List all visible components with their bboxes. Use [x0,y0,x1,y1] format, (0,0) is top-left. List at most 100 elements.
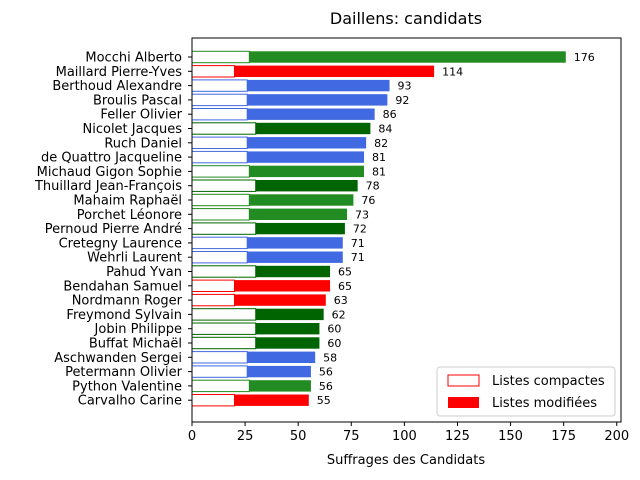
bar-compactes-feller-olivier [191,108,248,121]
category-label-freymond-sylvain: Freymond Sylvain [66,308,182,323]
category-label-jobin-philippe: Jobin Philippe [94,322,182,337]
bar-modifiees-cretegny-laurence [247,237,343,249]
bar-modifiees-nordmann-roger [234,294,326,306]
category-label-cretegny-laurence: Cretegny Laurence [59,236,182,251]
legend-swatch-modifiees [448,397,479,408]
category-label-nicolet-jacques: Nicolet Jacques [83,122,183,137]
x-tick-label-200: 200 [604,429,629,444]
bar-compactes-pahud-yvan [191,265,257,278]
value-label-petermann-olivier: 56 [319,366,333,379]
x-tick-label-175: 175 [551,429,576,444]
bar-compactes-mocchi-alberto [191,50,250,64]
value-labels: 1761149392868482818178767372717165656362… [317,51,595,407]
category-label-mahaim-raphael: Mahaim Raphaël [73,194,182,209]
value-label-wehrli-laurent: 71 [351,251,365,264]
value-label-porchet-leonore: 73 [355,208,369,221]
bar-modifiees-buffat-michael [255,337,320,349]
bar-modifiees-de-quattro-jacqueline [247,151,365,163]
x-tick-label-100: 100 [392,429,417,444]
category-label-carvalho-carine: Carvalho Carine [78,394,182,409]
value-label-python-valentine: 56 [319,380,333,393]
bar-compactes-nordmann-roger [191,293,235,307]
category-label-feller-olivier: Feller Olivier [100,108,182,123]
bar-compactes-nicolet-jacques [191,122,257,135]
x-axis-title: Suffrages des Candidats [327,453,486,468]
value-label-pernoud-pierre-andre: 72 [353,223,367,236]
bar-modifiees-bendahan-samuel [234,280,331,292]
bar-modifiees-mocchi-alberto [249,51,566,63]
value-label-mocchi-alberto: 176 [574,51,595,64]
value-label-buffat-michael: 60 [327,337,341,350]
bar-compactes-bendahan-samuel [191,279,235,293]
bar-compactes-de-quattro-jacqueline [191,150,248,164]
legend-swatch-compactes [447,374,480,387]
value-label-aschwanden-sergei: 58 [323,351,337,364]
bar-modifiees-aschwanden-sergei [247,351,316,363]
x-axis-ticks: 0 25 50 75 100 125 150 175 200 [188,422,629,444]
category-label-mocchi-alberto: Mocchi Alberto [85,51,182,66]
bar-compactes-buffat-michael [191,336,257,350]
value-label-thuillard-jean-francois: 78 [366,180,380,193]
bar-modifiees-pahud-yvan [255,265,331,278]
value-label-broulis-pascal: 92 [395,94,409,107]
value-label-freymond-sylvain: 62 [332,308,346,321]
legend: Listes compactes Listes modifiées [436,366,616,417]
bar-modifiees-wehrli-laurent [247,251,343,263]
category-label-pahud-yvan: Pahud Yvan [106,265,182,280]
bar-modifiees-jobin-philippe [255,323,320,335]
bar-modifiees-nicolet-jacques [255,122,371,135]
category-label-ruch-daniel: Ruch Daniel [104,136,182,151]
x-tick-label-0: 0 [188,429,196,444]
value-label-berthoud-alexandre: 93 [398,80,412,93]
category-label-petermann-olivier: Petermann Olivier [65,365,183,380]
value-label-feller-olivier: 86 [383,108,397,121]
bar-modifiees-thuillard-jean-francois [255,180,358,192]
value-label-maillard-pierre-yves: 114 [442,65,463,78]
bar-compactes-pernoud-pierre-andre [191,222,257,235]
bar-compactes-carvalho-carine [191,394,235,407]
bar-compactes-jobin-philippe [191,322,257,335]
bar-compactes-ruch-daniel [191,136,248,150]
bar-compactes-python-valentine [191,379,250,393]
category-label-buffat-michael: Buffat Michaël [89,337,182,352]
bar-modifiees-broulis-pascal [247,94,388,106]
bar-compactes-porchet-leonore [191,208,250,221]
bar-modifiees-ruch-daniel [247,137,367,149]
bar-compactes-berthoud-alexandre [191,79,248,92]
bar-modifiees-carvalho-carine [234,394,309,406]
value-label-michaud-gigon-sophie: 81 [372,165,386,178]
legend-label-compactes: Listes compactes [492,374,605,389]
bar-modifiees-pernoud-pierre-andre [255,222,345,235]
bar-compactes-cretegny-laurence [191,236,248,250]
value-label-nicolet-jacques: 84 [378,123,392,136]
legend-box [436,366,616,417]
value-label-de-quattro-jacqueline: 81 [372,151,386,164]
x-tick-label-75: 75 [343,429,360,444]
x-tick-label-150: 150 [498,429,523,444]
bar-compactes-mahaim-raphael [191,193,250,207]
category-label-porchet-leonore: Porchet Léonore [77,208,182,223]
category-label-pernoud-pierre-andre: Pernoud Pierre André [45,222,182,237]
bar-compactes-wehrli-laurent [191,251,248,264]
value-label-cretegny-laurence: 71 [351,237,365,250]
category-label-maillard-pierre-yves: Maillard Pierre-Yves [56,65,183,80]
bar-modifiees-porchet-leonore [249,208,348,220]
value-label-bendahan-samuel: 65 [338,280,352,293]
x-tick-label-125: 125 [445,429,470,444]
bar-compactes-freymond-sylvain [191,308,257,321]
bar-modifiees-michaud-gigon-sophie [249,165,365,178]
x-tick-label-25: 25 [237,429,254,444]
category-label-wehrli-laurent: Wehrli Laurent [87,251,182,266]
category-label-berthoud-alexandre: Berthoud Alexandre [52,79,182,94]
bar-compactes-broulis-pascal [191,93,248,107]
bars-group [191,50,566,407]
bar-modifiees-mahaim-raphael [249,194,354,206]
bar-compactes-aschwanden-sergei [191,351,248,364]
bar-modifiees-berthoud-alexandre [247,79,390,92]
bar-compactes-michaud-gigon-sophie [191,165,250,178]
plot-frame [191,37,622,423]
value-label-pahud-yvan: 65 [338,266,352,279]
value-label-mahaim-raphael: 76 [361,194,375,207]
